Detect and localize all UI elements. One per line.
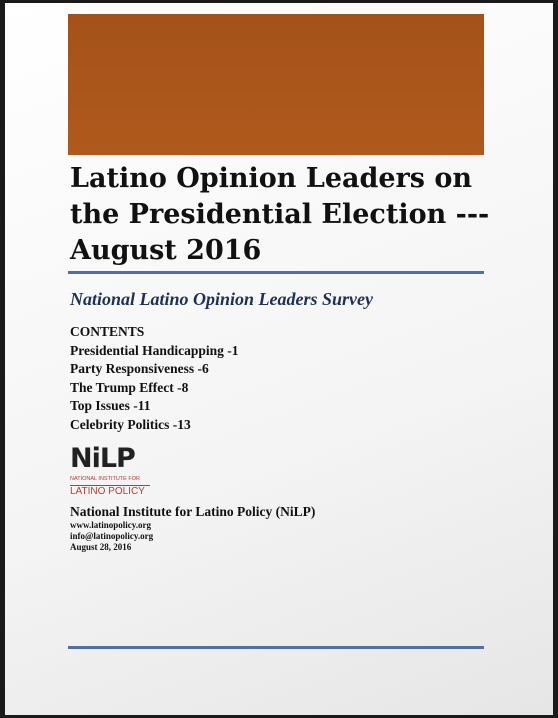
document-page: Latino Opinion Leaders on the Presidentia… — [5, 3, 553, 715]
title-line: the Presidential Election --- — [70, 199, 490, 230]
email: info@latinopolicy.org — [70, 531, 154, 541]
contents-item: Top Issues -11 — [70, 398, 151, 413]
rule — [68, 271, 484, 274]
contents-item: Presidential Handicapping -1 — [70, 342, 239, 358]
logo-text: LATINO POLICY — [70, 485, 150, 497]
subtitle: National Latino Opinion Leaders Survey — [70, 289, 374, 309]
publisher: National Institute for Latino Policy (Ni… — [70, 503, 315, 553]
logo: NiLP NATIONAL INSTITUTE FOR LATINO POLIC… — [68, 443, 154, 501]
title: Latino Opinion Leaders on the Presidentia… — [70, 161, 500, 269]
website: www.latinopolicy.org — [70, 520, 152, 530]
contents-heading: CONTENTS — [70, 324, 145, 339]
publisher-name: National Institute for Latino Policy (Ni… — [70, 504, 316, 519]
header-band — [68, 14, 484, 155]
title-line: Latino Opinion Leaders on — [70, 163, 473, 194]
title-line: August 2016 — [70, 235, 262, 266]
logo-text: NATIONAL INSTITUTE FOR — [70, 476, 140, 482]
contents: CONTENTS Presidential Handicapping -1 Par… — [70, 323, 239, 434]
contents-item: Celebrity Politics -13 — [70, 416, 191, 432]
contents-item: Party Responsiveness -6 — [70, 361, 209, 376]
rule — [68, 646, 484, 649]
date: August 28, 2016 — [70, 542, 132, 552]
logo-mark: NiLP — [70, 443, 136, 474]
contents-item: The Trump Effect -8 — [70, 379, 189, 395]
